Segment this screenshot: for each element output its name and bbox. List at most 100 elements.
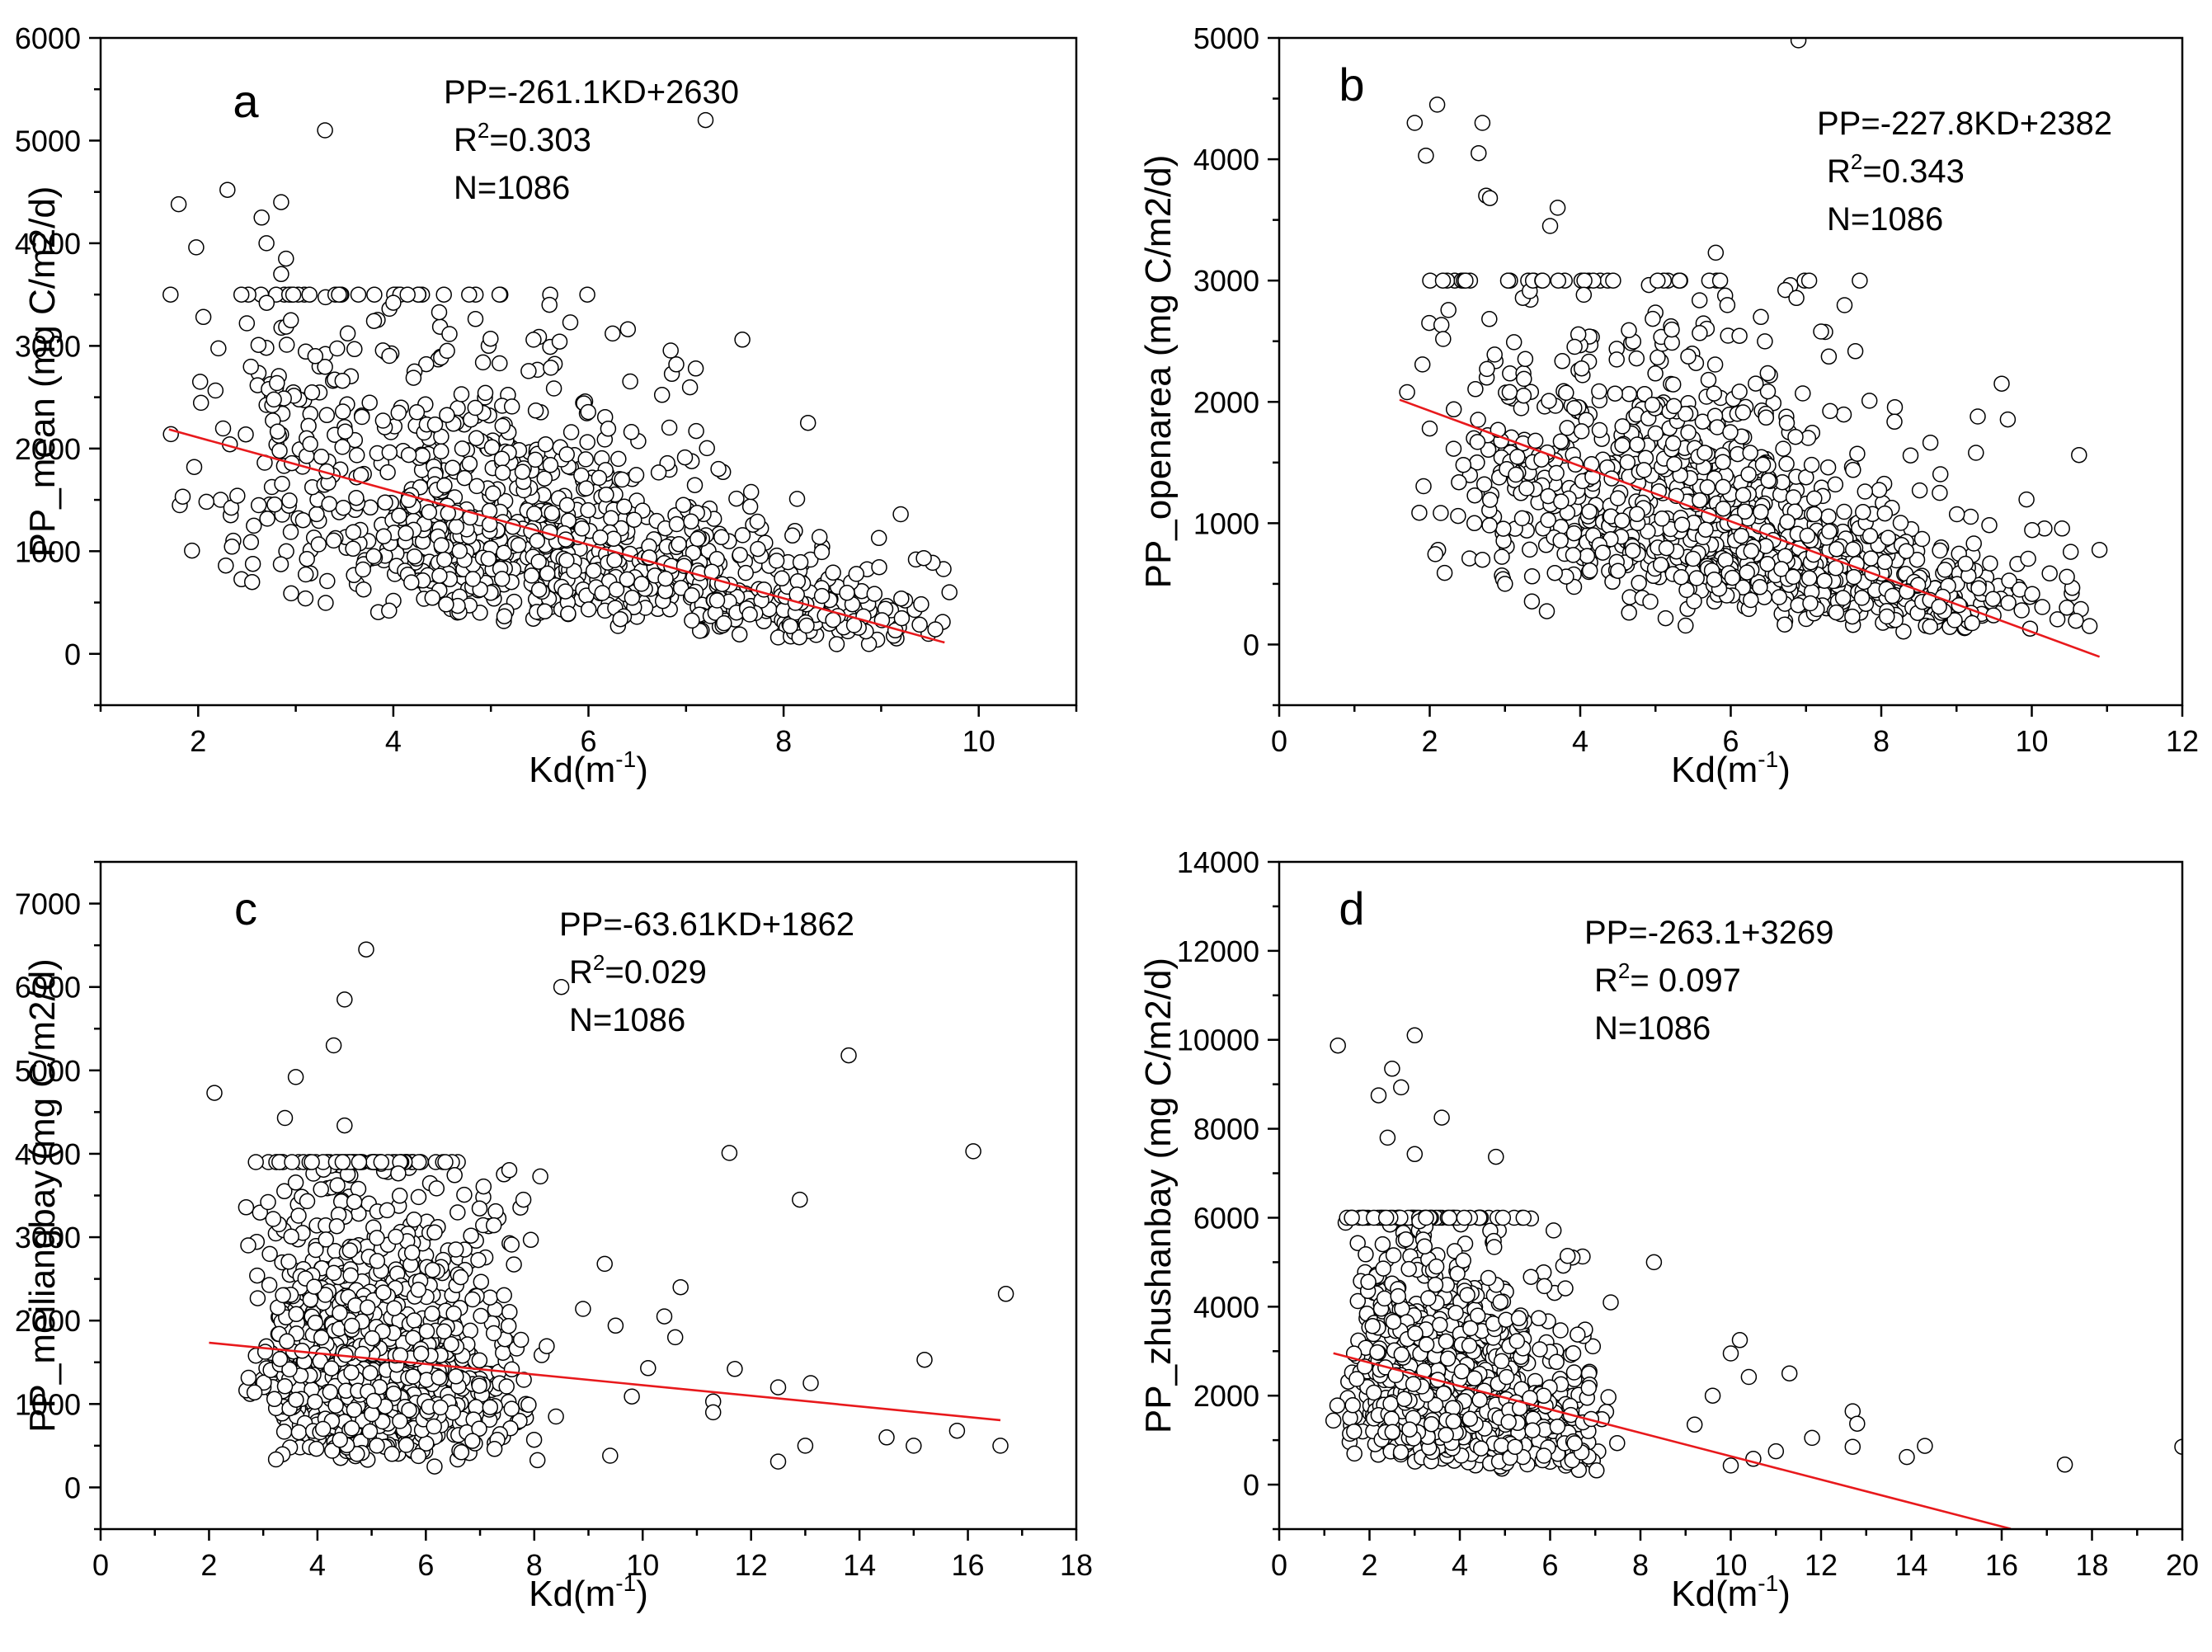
data-point (1384, 1424, 1401, 1441)
data-point (1645, 1254, 1663, 1271)
data-point (308, 506, 325, 523)
data-point (1608, 351, 1625, 368)
data-point (294, 511, 312, 529)
data-point (482, 1289, 498, 1306)
data-point (792, 1191, 808, 1208)
data-point (1515, 1209, 1532, 1226)
data-point (666, 1329, 684, 1346)
data-point (317, 122, 333, 139)
data-point (1635, 462, 1653, 478)
data-point (218, 557, 234, 574)
data-point (297, 566, 314, 583)
data-point (1433, 505, 1449, 521)
data-point (1895, 623, 1912, 640)
points-c (206, 941, 1014, 1475)
data-point (414, 447, 431, 464)
data-point (260, 1193, 276, 1211)
data-point (1773, 561, 1790, 577)
y-tick-label: 4000 (15, 1137, 81, 1171)
data-point (1758, 409, 1775, 426)
y-tick-label: 1000 (1193, 506, 1259, 540)
data-point (1647, 365, 1664, 382)
data-point (304, 384, 321, 401)
data-point (446, 1167, 463, 1184)
data-point (1540, 511, 1556, 529)
data-point (412, 1345, 430, 1363)
data-point (365, 548, 382, 565)
data-point (1385, 1313, 1402, 1330)
data-point (461, 286, 478, 303)
data-point (426, 1418, 442, 1435)
data-point (247, 1154, 264, 1170)
data-point (1392, 1443, 1410, 1461)
data-point (1692, 325, 1708, 341)
data-point (1427, 546, 1444, 562)
data-point (1466, 515, 1483, 532)
data-point (1603, 1294, 1619, 1311)
data-point (1382, 1395, 1399, 1412)
data-point (308, 1440, 325, 1457)
data-point (1734, 404, 1752, 421)
data-point (452, 1268, 469, 1286)
data-point (727, 1361, 743, 1377)
data-point (503, 1236, 520, 1253)
data-point (840, 1047, 857, 1064)
data-point (686, 477, 704, 493)
x-axis-title: Kd(m-1) (529, 746, 648, 790)
data-point (473, 1307, 489, 1325)
data-point (1821, 523, 1838, 540)
data-point (1948, 506, 1965, 523)
data-point (1466, 487, 1483, 504)
data-point (471, 1420, 487, 1438)
data-point (1937, 562, 1953, 578)
data-point (1513, 510, 1531, 527)
data-point (1470, 412, 1486, 428)
data-point (435, 1323, 453, 1340)
data-point (384, 1446, 401, 1462)
data-point (1435, 331, 1452, 347)
data-point (325, 1037, 342, 1054)
data-point (557, 583, 574, 600)
data-point (1734, 487, 1752, 504)
data-point (529, 533, 546, 549)
data-point (2034, 599, 2050, 615)
data-point (596, 1255, 613, 1273)
data-point (1844, 1438, 1861, 1455)
data-point (619, 321, 637, 337)
data-point (562, 314, 579, 331)
data-point (512, 1331, 529, 1348)
data-point (1804, 1429, 1820, 1447)
data-point (385, 1385, 402, 1402)
data-point (2174, 1438, 2182, 1455)
data-point (1722, 1457, 1739, 1474)
x-tick-label: 2 (1421, 724, 1438, 758)
y-tick-label: 7000 (15, 887, 81, 921)
data-point (1879, 608, 1895, 625)
data-point (391, 1188, 408, 1204)
data-point (345, 524, 362, 540)
scatter-plot-d: 0 2 4 6 8 10 12 14 16 18 20 0 2000 4000 6000 8000 10000 1… (1138, 845, 2199, 1614)
data-point (327, 1397, 344, 1414)
data-point (195, 308, 212, 326)
data-point (848, 566, 865, 582)
data-point (1778, 455, 1795, 473)
data-point (1739, 564, 1755, 581)
data-point (470, 1251, 487, 1268)
data-point (580, 601, 597, 618)
x-tick-label: 4 (309, 1548, 326, 1582)
data-point (355, 581, 372, 598)
data-point (591, 469, 608, 487)
data-point (285, 286, 302, 303)
data-point (1536, 1278, 1553, 1295)
data-point (1835, 406, 1852, 423)
data-point (369, 1253, 386, 1269)
data-point (1480, 1269, 1497, 1287)
data-point (1880, 529, 1897, 546)
data-point (2049, 611, 2066, 628)
data-point (1523, 1268, 1539, 1285)
data-point (697, 111, 714, 129)
data-point (449, 1204, 466, 1221)
data-point (365, 1392, 383, 1410)
data-point (243, 573, 261, 591)
